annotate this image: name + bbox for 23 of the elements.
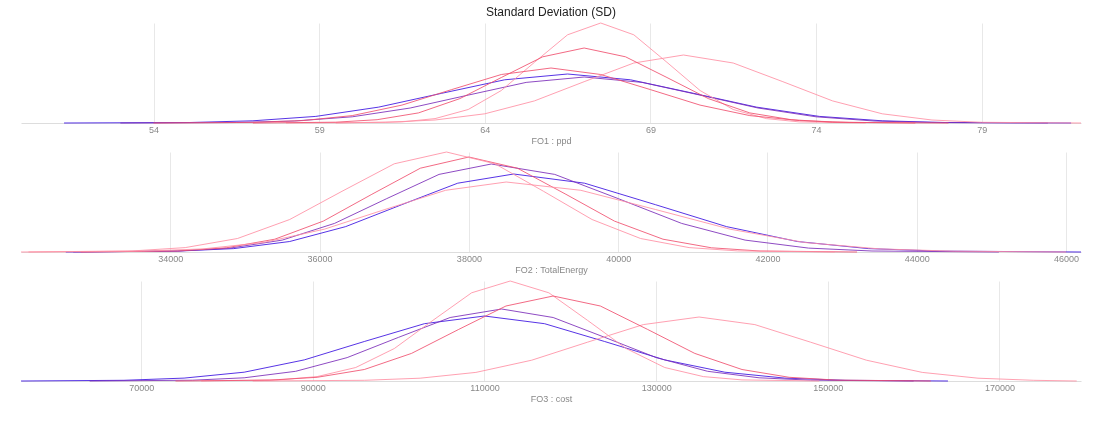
x-tick-label: 70000 [129,382,155,393]
x-tick-label: 46000 [1054,253,1080,264]
x-tick-label: 90000 [300,382,326,393]
chart-title: Standard Deviation (SD) [485,4,617,19]
x-tick-label: 59 [314,124,325,135]
x-tick-label: 170000 [984,382,1015,393]
x-axis-title: FO1 : ppd [531,135,572,146]
x-tick-label: 54 [148,124,160,135]
x-tick-label: 69 [645,124,656,135]
x-tick-label: 40000 [606,253,632,264]
x-tick-label: 74 [811,124,822,135]
x-tick-label: 42000 [755,253,781,264]
x-tick-label: 110000 [470,382,500,393]
x-tick-label: 79 [977,124,988,135]
x-axis-title: FO2 : TotalEnergy [515,264,589,275]
x-tick-label: 44000 [904,253,930,264]
x-tick-label: 64 [480,124,491,135]
x-tick-label: 130000 [641,382,672,393]
x-axis-title: FO3 : cost [530,393,573,404]
x-tick-label: 36000 [307,253,333,264]
x-tick-label: 150000 [813,382,844,393]
x-tick-label: 34000 [158,253,184,264]
x-tick-label: 38000 [456,253,482,264]
